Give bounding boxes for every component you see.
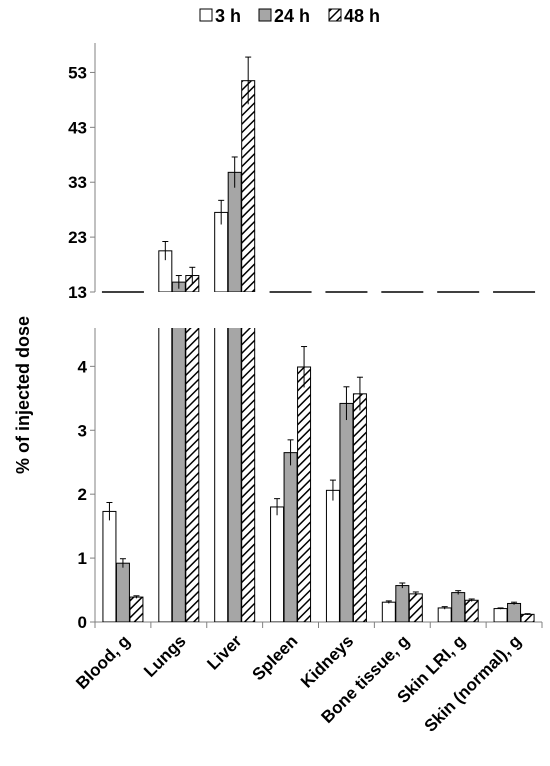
bar-3h-lower bbox=[437, 607, 452, 622]
bar-24h-lower bbox=[171, 328, 186, 622]
bar-48h-lower bbox=[408, 593, 423, 622]
legend-swatch bbox=[328, 8, 342, 22]
y-tick-label: 13 bbox=[68, 283, 87, 302]
bar-48h-upper bbox=[241, 80, 256, 292]
bar-48h-lower bbox=[464, 599, 479, 622]
y-tick-label: 2 bbox=[78, 485, 87, 504]
y-tick-label: 0 bbox=[78, 613, 87, 632]
bar-48h-lower bbox=[297, 366, 312, 622]
bar-3h-lower bbox=[214, 328, 229, 622]
bar-48h-lower bbox=[185, 328, 200, 622]
category-label: Blood, g bbox=[72, 631, 134, 693]
category-label: Lungs bbox=[140, 631, 189, 680]
bar-24h-lower bbox=[339, 402, 354, 622]
y-tick-label: 43 bbox=[68, 118, 87, 137]
bar-3h-lower bbox=[158, 328, 173, 622]
bar-24h-lower bbox=[227, 328, 242, 622]
legend-swatch bbox=[199, 8, 213, 22]
category-label: Spleen bbox=[249, 631, 302, 684]
bar-24h-upper bbox=[227, 171, 242, 292]
bar-3h-lower bbox=[102, 510, 117, 622]
legend-swatch bbox=[258, 8, 272, 22]
category-label: Skin (normal), g bbox=[421, 631, 525, 735]
y-tick-label: 4 bbox=[78, 357, 88, 376]
bar-48h-lower bbox=[520, 613, 535, 622]
upper-panel: 13 23 33 43 53 bbox=[68, 43, 536, 302]
legend: 3 h 24 h 48 h bbox=[199, 6, 380, 26]
bar-24h-lower bbox=[283, 452, 298, 622]
bar-3h-lower bbox=[381, 601, 396, 622]
bar-48h-lower bbox=[352, 393, 367, 622]
bar-3h-lower bbox=[270, 506, 285, 622]
bar-48h-lower bbox=[241, 328, 256, 622]
bar-24h-lower bbox=[115, 562, 130, 622]
y-tick-label: 3 bbox=[78, 421, 87, 440]
category-label: Liver bbox=[203, 631, 245, 673]
upper-bars bbox=[158, 80, 256, 292]
lower-bars bbox=[102, 328, 535, 622]
legend-label: 24 h bbox=[274, 6, 310, 26]
bar-24h-lower bbox=[451, 592, 466, 622]
legend-label: 3 h bbox=[215, 6, 241, 26]
y-tick-label: 53 bbox=[68, 63, 87, 82]
bar-48h-lower bbox=[129, 596, 144, 622]
bar-24h-lower bbox=[395, 585, 410, 622]
bar-24h-lower bbox=[507, 602, 522, 622]
y-tick-label: 33 bbox=[68, 173, 87, 192]
legend-label: 48 h bbox=[344, 6, 380, 26]
y-tick-label: 1 bbox=[78, 549, 87, 568]
y-tick-label: 23 bbox=[68, 228, 87, 247]
bar-3h-lower bbox=[493, 608, 508, 622]
y-axis-label: % of injected dose bbox=[13, 316, 33, 474]
bar-3h-lower bbox=[325, 489, 340, 622]
lower-panel: 0 1 2 3 4 bbox=[78, 328, 543, 632]
